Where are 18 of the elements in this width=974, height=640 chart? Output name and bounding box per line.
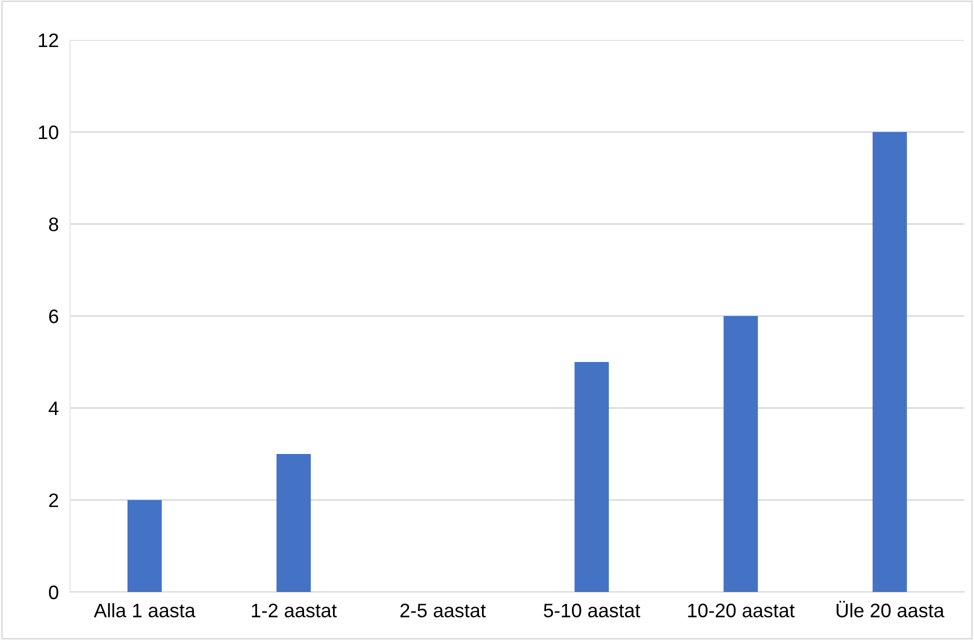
bar [276,454,311,592]
x-tick-label: 2-5 aastat [400,604,486,618]
y-tick-label: 4 [48,402,58,416]
x-tick-label: Üle 20 aasta [836,600,944,618]
bar [128,500,162,592]
y-tick-label: 8 [49,217,58,232]
x-tick-label: 1-2 aastat [252,604,337,618]
y-tick-label: 0 [48,585,58,600]
bar [872,132,907,592]
y-tick-label: 2 [49,493,58,508]
x-tick-label: 10-20 aastat [688,604,795,618]
y-tick-label: 12 [38,33,58,48]
y-tick-label: 10 [38,125,58,140]
bar [574,362,609,592]
bar [724,316,758,592]
y-tick-label: 6 [49,309,58,324]
x-tick-label: Alla 1 aasta [94,603,196,618]
x-tick-label: 5-10 aastat [544,604,640,618]
